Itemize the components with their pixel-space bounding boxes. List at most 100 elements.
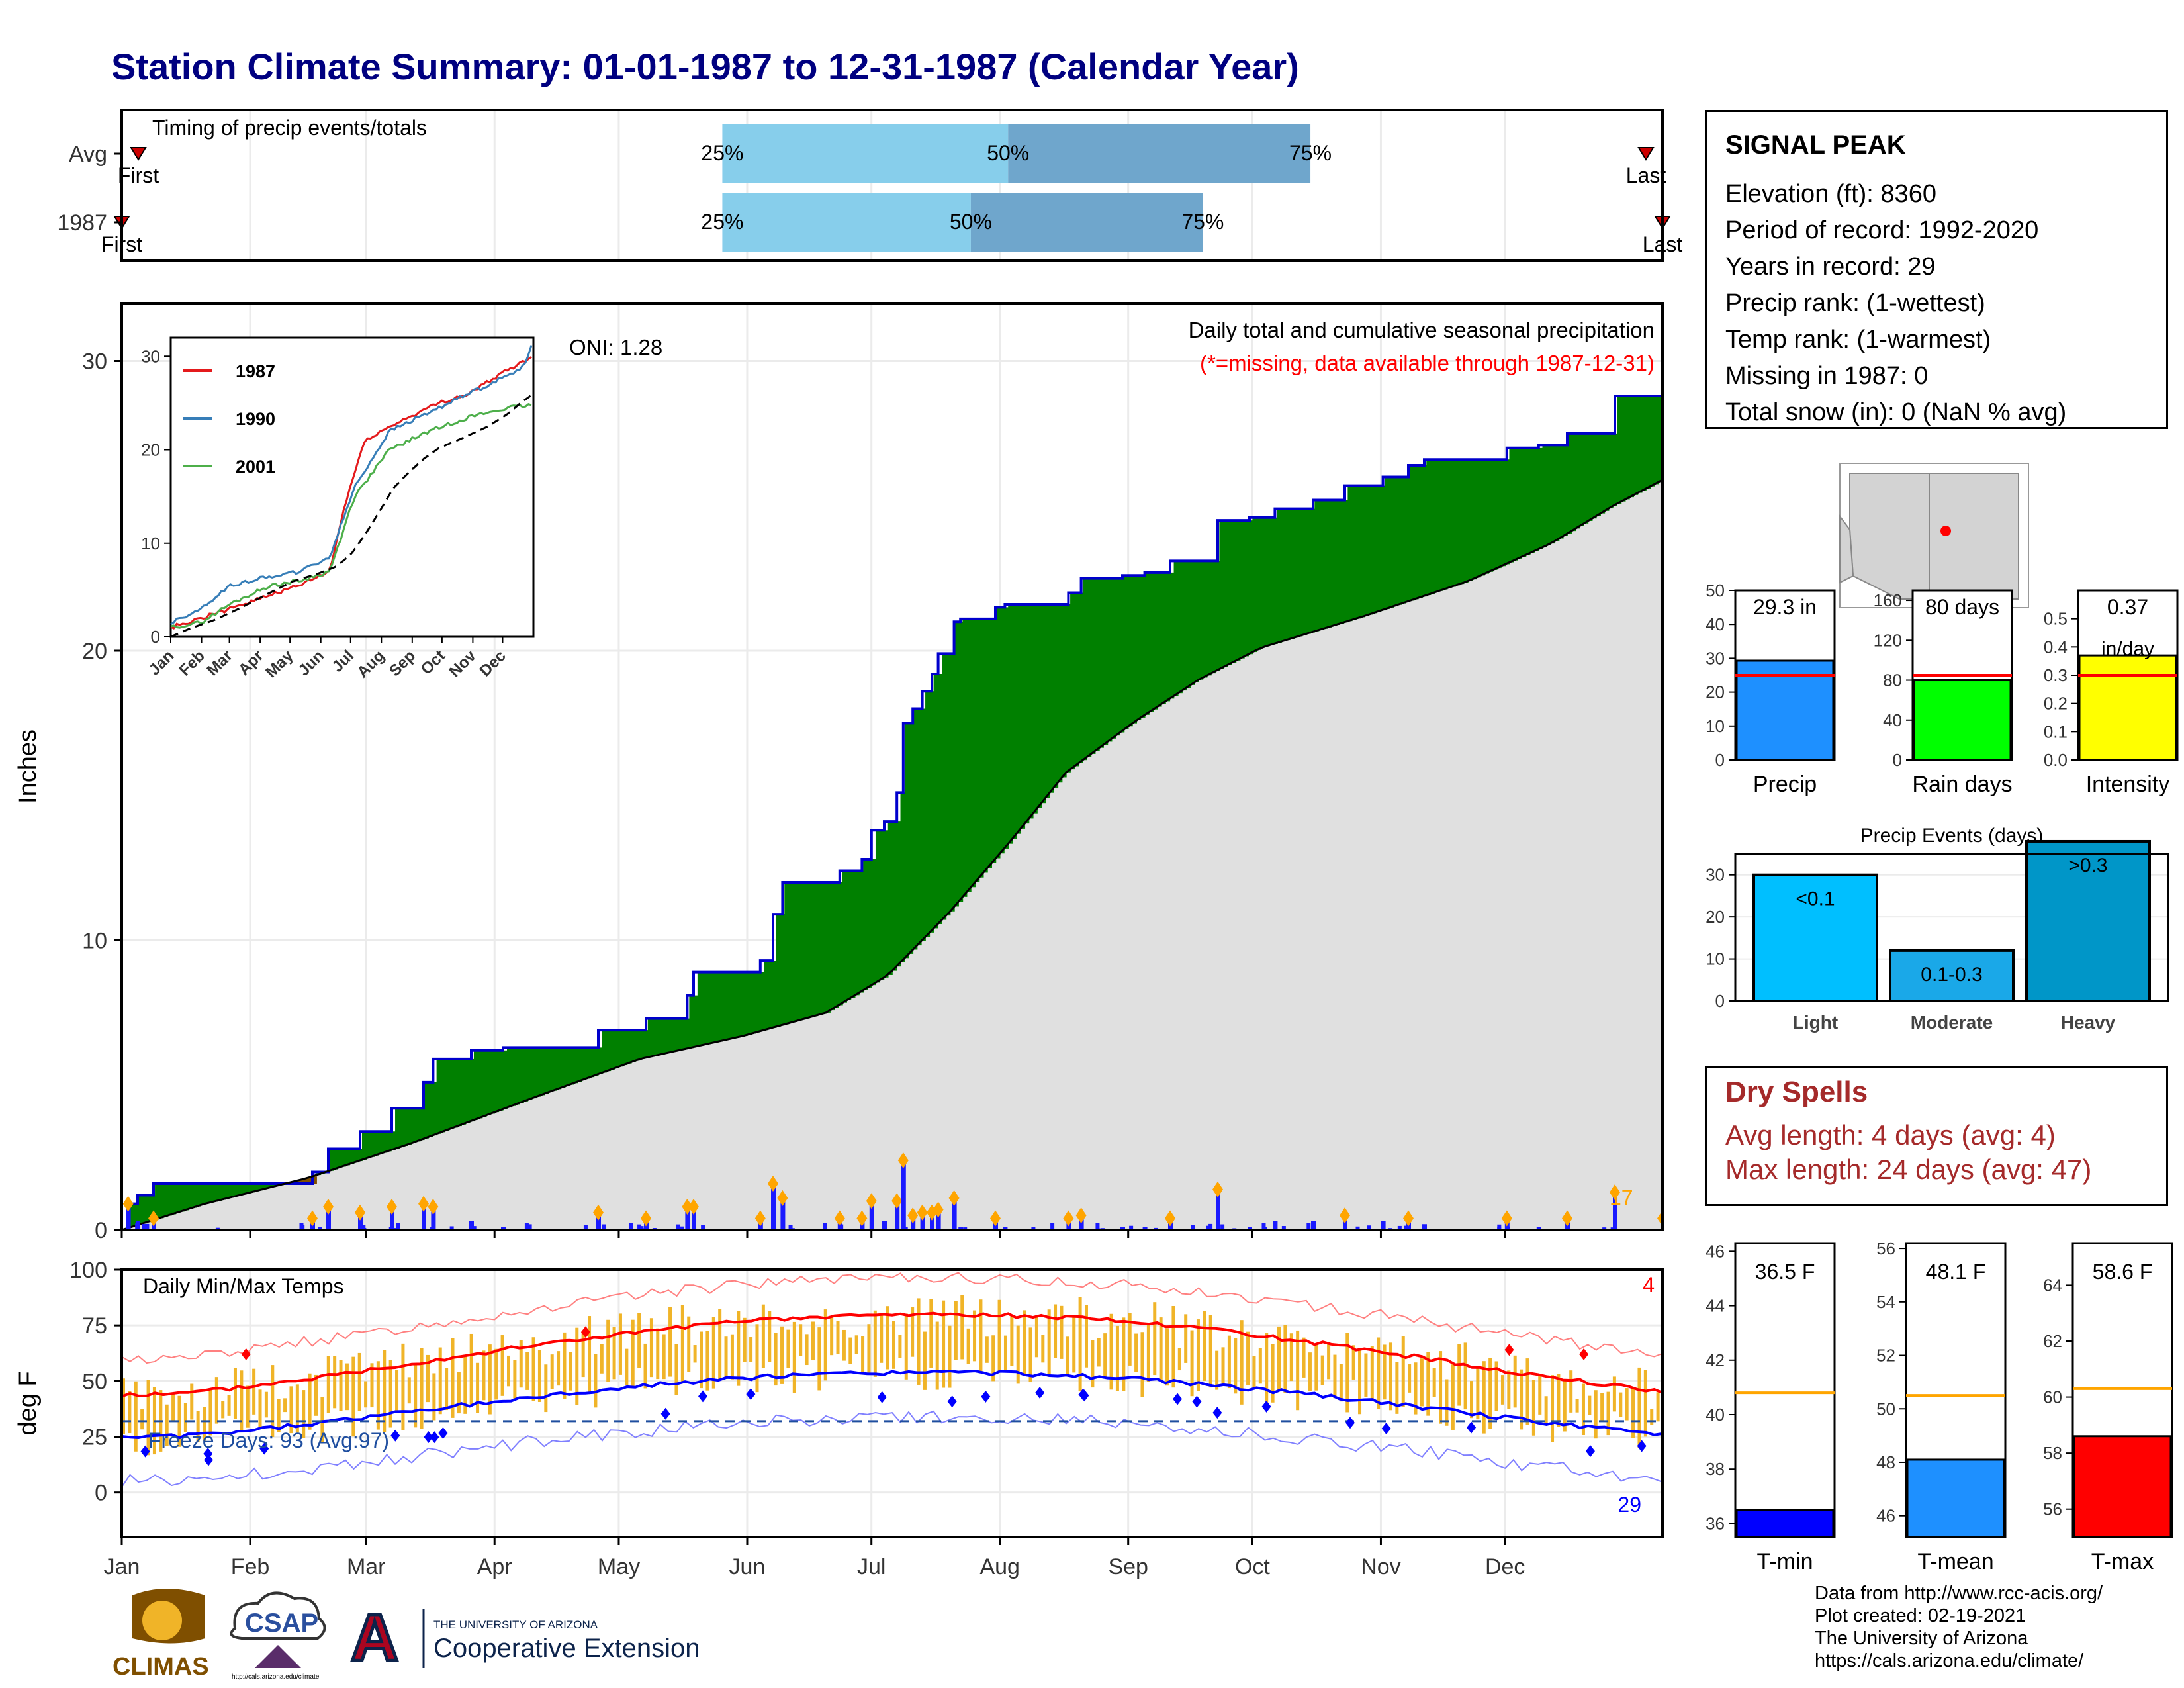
- surplus-fill: [809, 882, 814, 1017]
- daily-temp-range-bar: [1234, 1338, 1238, 1394]
- surplus-fill: [656, 1018, 661, 1056]
- freeze-days-label: Freeze Days: 93 (Avg:97): [148, 1429, 389, 1452]
- daily-temp-range-bar: [1345, 1333, 1349, 1413]
- inset-legend-label: 1990: [236, 409, 275, 429]
- quartile-label-25: 25%: [701, 141, 743, 165]
- daily-temp-range-bar: [973, 1310, 977, 1362]
- surplus-fill: [970, 618, 976, 888]
- daily-precip-bar: [676, 1224, 680, 1230]
- surplus-fill: [983, 618, 988, 873]
- daily-temp-range-bar: [1165, 1328, 1169, 1386]
- inset-series-line: [170, 403, 532, 629]
- heavy-event-marker: [1403, 1210, 1414, 1227]
- surplus-fill: [370, 1131, 375, 1157]
- daily-temp-range-bar: [1569, 1370, 1573, 1413]
- daily-temp-range-bar: [1023, 1310, 1026, 1376]
- quartile-label-25: 25%: [701, 210, 743, 234]
- station-line: Elevation (ft): 8360: [1725, 180, 1936, 208]
- record-low-count: 29: [1617, 1493, 1641, 1517]
- surplus-fill: [1021, 604, 1026, 829]
- surplus-fill: [535, 1047, 541, 1097]
- month-label: Jan: [104, 1554, 140, 1579]
- daily-temp-range-bar: [1531, 1380, 1535, 1436]
- daily-precip-bar: [1422, 1224, 1427, 1230]
- surplus-fill: [685, 1018, 690, 1049]
- surplus-fill: [1484, 459, 1489, 574]
- daily-temp-range-bar: [886, 1306, 889, 1370]
- surplus-fill: [1584, 433, 1589, 524]
- surplus-fill: [664, 1018, 669, 1054]
- surplus-fill: [1087, 578, 1092, 757]
- surplus-fill: [1144, 572, 1150, 715]
- surplus-fill: [954, 622, 959, 907]
- surplus-fill: [689, 995, 694, 1049]
- daily-temp-range-bar: [507, 1355, 510, 1387]
- surplus-fill: [494, 1050, 500, 1113]
- month-label: May: [598, 1554, 640, 1579]
- temp-summary-name: T-max: [2091, 1549, 2154, 1574]
- surplus-fill: [345, 1149, 350, 1166]
- deficit-fill: [308, 1178, 313, 1184]
- page-title: Station Climate Summary: 01-01-1987 to 1…: [111, 46, 1299, 87]
- surplus-fill: [1455, 459, 1461, 586]
- surplus-fill: [1210, 561, 1216, 674]
- temp-summary-tick-label: 48: [1876, 1452, 1895, 1472]
- summary-value-label: 80 days: [1925, 595, 1999, 619]
- daily-temp-range-bar: [985, 1336, 989, 1363]
- surplus-fill: [1488, 459, 1494, 572]
- surplus-fill: [374, 1131, 379, 1156]
- surplus-fill: [557, 1047, 562, 1090]
- surplus-fill: [1219, 520, 1224, 669]
- surplus-fill: [962, 618, 968, 897]
- surplus-fill: [697, 972, 702, 1047]
- climas-text: CLIMAS: [113, 1653, 209, 1681]
- daily-temp-range-bar: [519, 1340, 523, 1388]
- daily-temp-range-bar: [954, 1301, 958, 1360]
- record-low-marker: [430, 1431, 439, 1444]
- daily-temp-range-bar: [1557, 1374, 1561, 1427]
- inset-panel: [169, 336, 535, 638]
- daily-temp-range-bar: [836, 1321, 840, 1354]
- surplus-fill: [784, 882, 790, 1025]
- daily-temp-range-bar: [1252, 1356, 1256, 1389]
- daily-temp-range-bar: [1085, 1305, 1088, 1368]
- surplus-fill: [623, 1030, 628, 1065]
- surplus-fill: [875, 830, 881, 983]
- daily-temp-range-bar: [911, 1307, 915, 1357]
- inset-average-line: [170, 394, 532, 638]
- summary-name: Intensity: [2086, 772, 2170, 797]
- month-label: Aug: [979, 1554, 1020, 1579]
- timing-panel-border: [120, 109, 1664, 262]
- surplus-fill: [1107, 578, 1113, 742]
- summary-tick-label: 30: [1706, 648, 1725, 668]
- surplus-fill: [735, 972, 740, 1038]
- state-map-icon: [1839, 463, 2029, 608]
- heavy-event-marker: [428, 1199, 439, 1215]
- surplus-fill: [825, 882, 831, 1013]
- csap-text: CSAP: [245, 1609, 318, 1638]
- daily-temp-range-bar: [1520, 1369, 1524, 1430]
- surplus-fill: [540, 1047, 545, 1096]
- summary-tick-label: 0.2: [2044, 694, 2068, 714]
- climas-logo: CLIMAS: [113, 1589, 209, 1681]
- daily-temp-range-bar: [805, 1334, 809, 1366]
- surplus-fill: [1608, 433, 1614, 509]
- daily-temp-range-bar: [774, 1333, 778, 1386]
- deficit-fill: [312, 1176, 317, 1184]
- record-high-marker: [241, 1348, 251, 1360]
- surplus-fill: [1492, 459, 1498, 570]
- surplus-fill: [229, 1184, 234, 1198]
- daily-temp-range-bar: [1507, 1370, 1511, 1409]
- daily-temp-range-bar: [705, 1331, 709, 1391]
- daily-temp-range-bar: [768, 1311, 772, 1362]
- summary-tick-label: 0.5: [2044, 609, 2068, 629]
- surplus-fill: [1418, 465, 1423, 598]
- station-line: Period of record: 1992-2020: [1725, 216, 2039, 244]
- surplus-fill: [755, 972, 760, 1033]
- daily-temp-range-bar: [190, 1383, 194, 1420]
- daily-temp-range-bar: [625, 1348, 629, 1385]
- daily-temp-range-bar: [1408, 1364, 1412, 1393]
- surplus-fill: [357, 1149, 363, 1162]
- daily-temp-range-bar: [867, 1324, 871, 1374]
- daily-precip-bar: [629, 1223, 633, 1230]
